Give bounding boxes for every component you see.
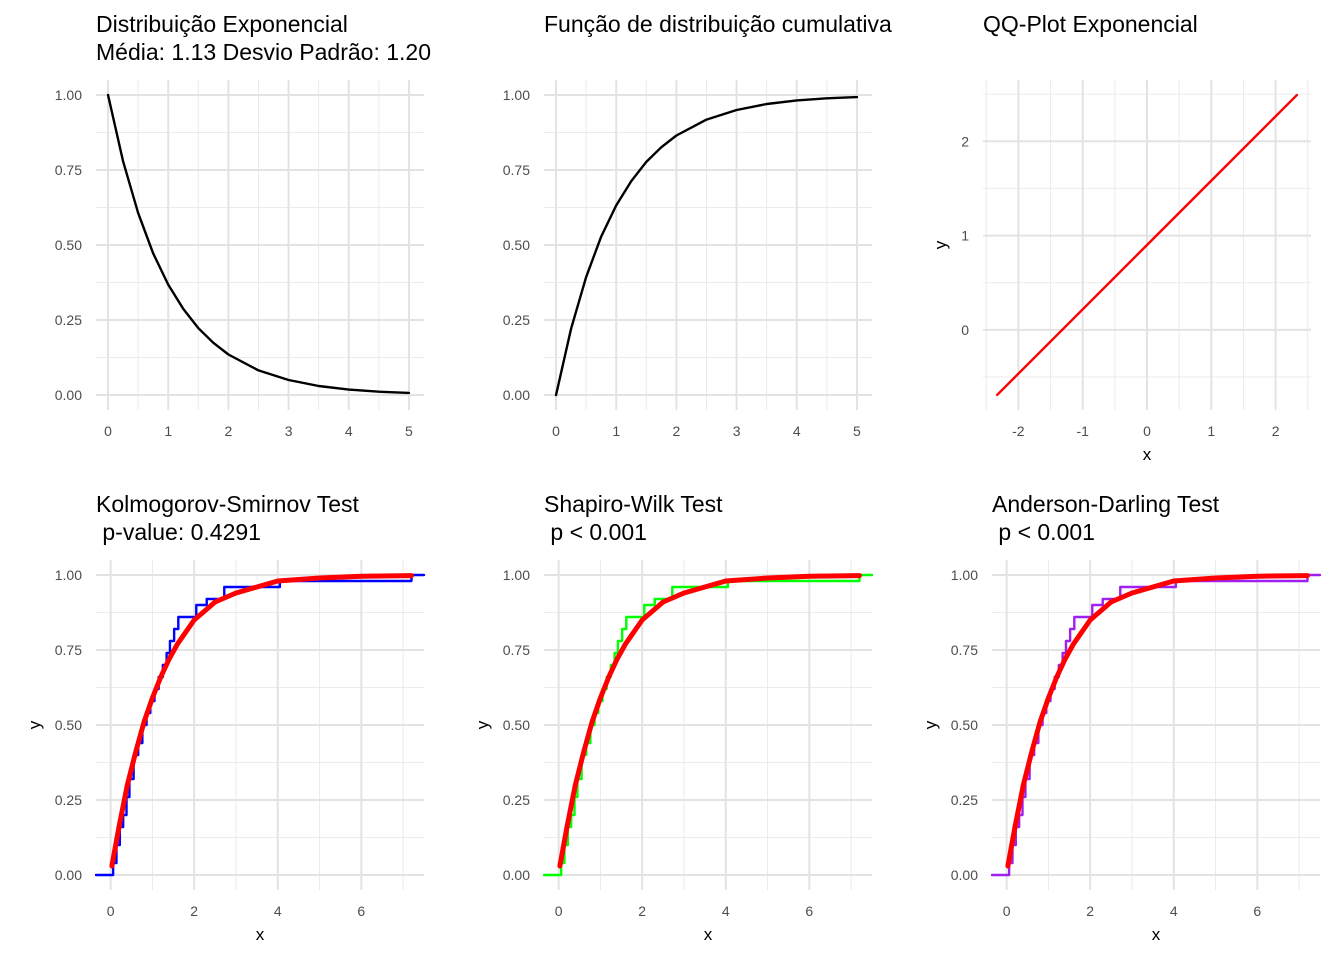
panel-p6: Anderson-Darling Test p < 0.001 0 2 4 6 0.00 0… [921, 491, 1322, 944]
x-tick-label: -2 [1012, 423, 1025, 439]
y-tick-label: 0.25 [951, 792, 978, 808]
x-axis-label: x [256, 925, 265, 944]
panel-subtitle: p < 0.001 [544, 519, 647, 545]
y-tick-label: 0.50 [55, 717, 82, 733]
x-tick-label: -1 [1076, 423, 1089, 439]
x-tick-label: 3 [733, 423, 741, 439]
y-tick-label: 0.25 [503, 792, 530, 808]
x-tick-label: 0 [104, 423, 112, 439]
y-tick-label: 2 [961, 133, 969, 149]
y-tick-label: 1.00 [503, 87, 530, 103]
y-tick-label: 1.00 [503, 567, 530, 583]
panel-title: Shapiro-Wilk Test [544, 491, 723, 517]
x-axis-label: x [704, 925, 713, 944]
panel-title: Função de distribuição cumulativa [544, 11, 892, 37]
panel-subtitle: p-value: 0.4291 [96, 519, 261, 545]
grid [992, 560, 1320, 890]
x-tick-label: 2 [673, 423, 681, 439]
y-tick-label: 0.75 [55, 162, 82, 178]
y-tick-label: 0.50 [503, 717, 530, 733]
x-tick-label: 0 [555, 903, 563, 919]
x-tick-label: 2 [638, 903, 646, 919]
x-tick-label: 5 [405, 423, 413, 439]
y-tick-label: 1.00 [55, 567, 82, 583]
series-line [106, 93, 411, 395]
x-tick-label: 4 [793, 423, 801, 439]
x-tick-label: 5 [853, 423, 861, 439]
y-tick-label: 1.00 [951, 567, 978, 583]
series-line [554, 95, 859, 397]
y-tick-label: 0 [961, 322, 969, 338]
x-tick-label: 0 [1003, 903, 1011, 919]
y-tick-label: 0.50 [55, 237, 82, 253]
panel-p2: Função de distribuição cumulativa 0 1 2 3 4 5 0… [503, 11, 892, 439]
x-tick-label: 0 [552, 423, 560, 439]
x-axis-label: x [1152, 925, 1161, 944]
series-line [1005, 573, 1310, 869]
panel-title: QQ-Plot Exponencial [983, 11, 1198, 37]
series-line [557, 573, 862, 869]
x-axis-label: x [1143, 445, 1152, 464]
grid [544, 560, 872, 890]
series-line [995, 93, 1299, 397]
y-tick-label: 0.00 [55, 387, 82, 403]
x-tick-label: 4 [1170, 903, 1178, 919]
y-tick-label: 0.25 [55, 792, 82, 808]
panel-subtitle: p < 0.001 [992, 519, 1095, 545]
y-tick-label: 0.00 [503, 387, 530, 403]
x-tick-label: 3 [285, 423, 293, 439]
y-tick-label: 0.00 [503, 867, 530, 883]
panel-p5: Shapiro-Wilk Test p < 0.001 0 2 4 6 0.00 0.25 0… [473, 491, 874, 944]
x-tick-label: 6 [357, 903, 365, 919]
x-tick-label: 1 [612, 423, 620, 439]
x-tick-label: 2 [225, 423, 233, 439]
y-tick-label: 0.50 [503, 237, 530, 253]
y-tick-label: 0.50 [951, 717, 978, 733]
x-tick-label: 4 [722, 903, 730, 919]
grid [544, 80, 872, 410]
y-tick-label: 0.25 [55, 312, 82, 328]
y-axis-label: y [25, 720, 44, 729]
series-line [109, 573, 414, 869]
panel-p4: Kolmogorov-Smirnov Test p-value: 0.4291 0… [25, 491, 426, 944]
y-tick-label: 0.75 [503, 162, 530, 178]
x-tick-label: 1 [164, 423, 172, 439]
panel-title: Kolmogorov-Smirnov Test [96, 491, 360, 517]
x-tick-label: 2 [190, 903, 198, 919]
x-tick-label: 4 [345, 423, 353, 439]
x-tick-label: 4 [274, 903, 282, 919]
x-tick-label: 1 [1207, 423, 1215, 439]
x-tick-label: 0 [1143, 423, 1151, 439]
y-tick-label: 1.00 [55, 87, 82, 103]
y-tick-label: 0.75 [951, 642, 978, 658]
x-tick-label: 0 [107, 903, 115, 919]
panel-title: Distribuição Exponencial [96, 11, 348, 37]
y-axis-label: y [921, 720, 940, 729]
grid [983, 80, 1311, 410]
x-tick-label: 2 [1272, 423, 1280, 439]
y-axis-label: y [931, 240, 950, 249]
x-tick-label: 2 [1086, 903, 1094, 919]
y-tick-label: 0.00 [55, 867, 82, 883]
y-tick-label: 0.25 [503, 312, 530, 328]
grid [96, 80, 424, 410]
x-tick-label: 6 [1253, 903, 1261, 919]
y-tick-label: 0.00 [951, 867, 978, 883]
panel-subtitle: Média: 1.13 Desvio Padrão: 1.20 [96, 39, 431, 65]
x-tick-label: 6 [805, 903, 813, 919]
y-axis-label: y [473, 720, 492, 729]
y-tick-label: 0.75 [55, 642, 82, 658]
y-tick-label: 1 [961, 228, 969, 244]
y-tick-label: 0.75 [503, 642, 530, 658]
panel-p3: QQ-Plot Exponencial -2 -1 0 1 2 0 1 2 x y [931, 11, 1311, 464]
panel-title: Anderson-Darling Test [992, 491, 1220, 517]
